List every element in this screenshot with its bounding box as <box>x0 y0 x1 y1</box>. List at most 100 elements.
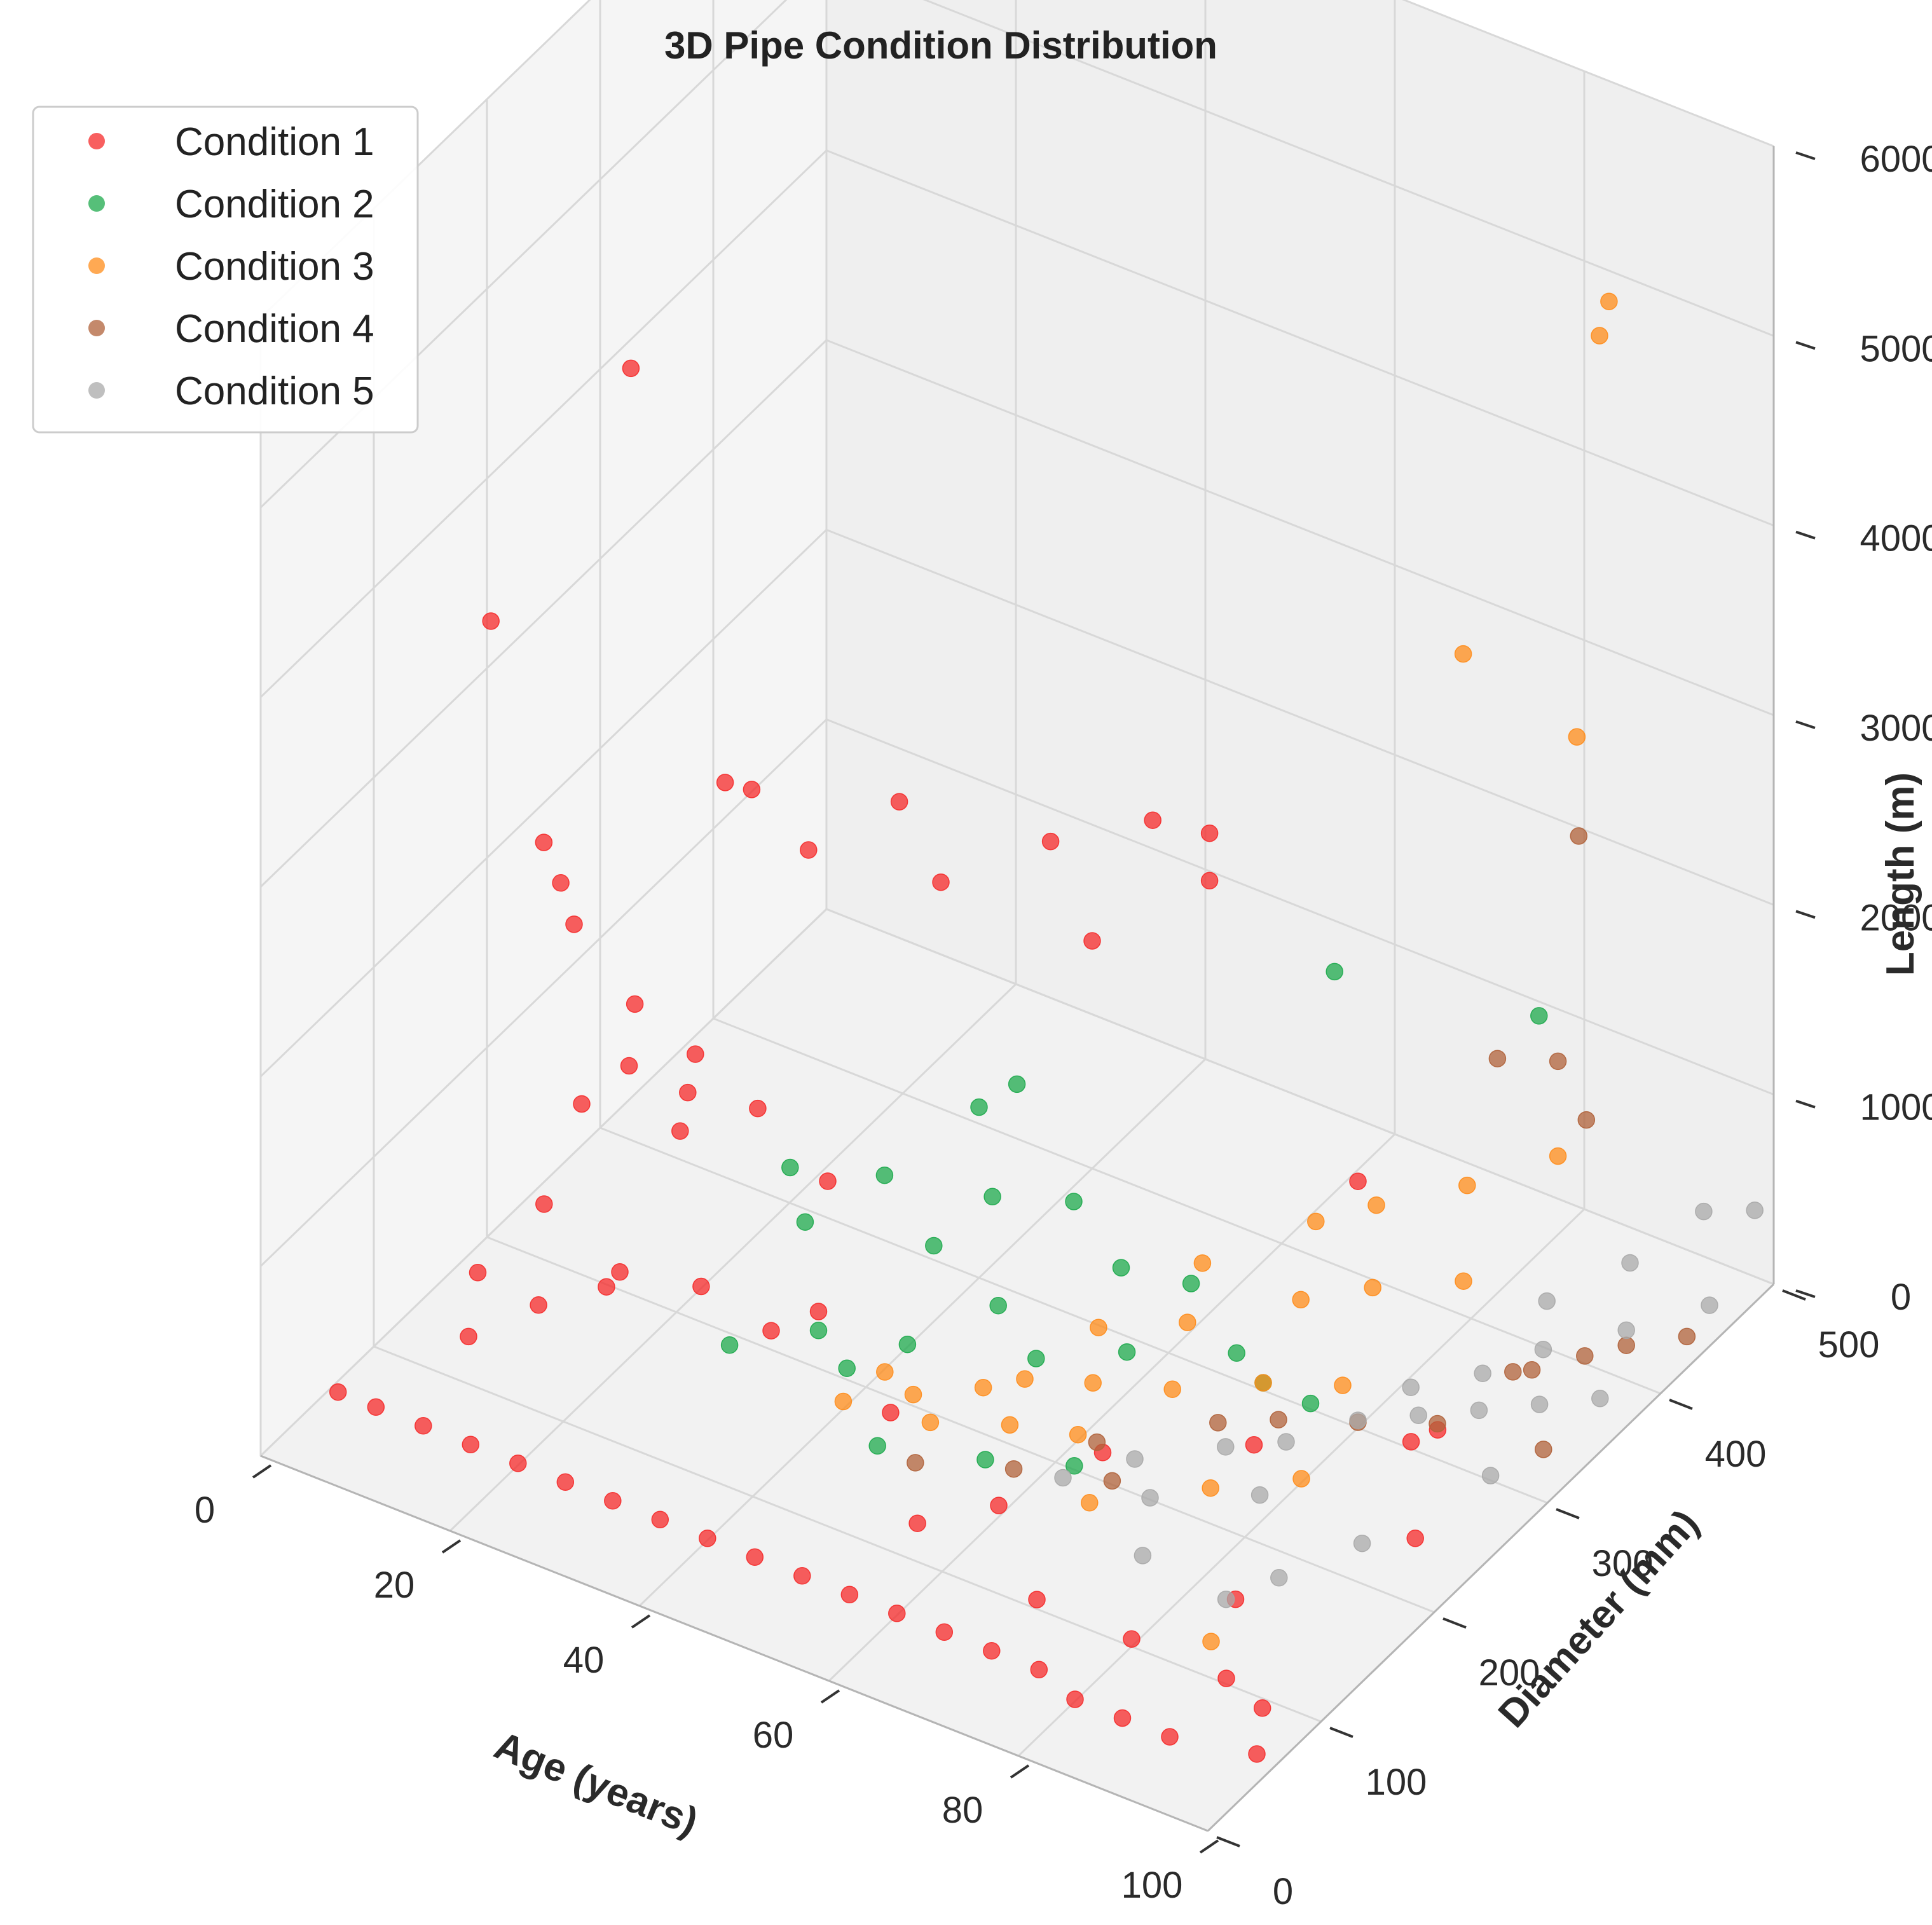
data-point <box>1054 1469 1072 1487</box>
x-tick-mark <box>441 1539 462 1554</box>
data-point <box>974 1378 992 1397</box>
data-point <box>838 1359 856 1378</box>
x-tick-mark <box>820 1689 840 1704</box>
data-point <box>1292 1470 1310 1488</box>
data-point <box>1179 1313 1196 1331</box>
data-point <box>1088 1433 1106 1451</box>
data-point <box>819 1172 837 1190</box>
y-tick-mark <box>1329 1727 1353 1738</box>
data-point <box>989 1296 1007 1315</box>
y-tick-label: 300 <box>1592 1543 1654 1584</box>
data-point <box>651 1511 669 1529</box>
data-point <box>1474 1364 1491 1383</box>
data-point <box>743 781 761 798</box>
data-point <box>1065 1457 1083 1475</box>
data-point <box>1001 1416 1019 1434</box>
data-point <box>1248 1745 1266 1763</box>
data-point <box>1270 1569 1288 1587</box>
data-point <box>1600 292 1618 310</box>
data-point <box>1488 1050 1507 1067</box>
x-gridline-floor <box>828 1133 1396 1682</box>
data-point <box>1617 1321 1635 1339</box>
data-point <box>1217 1669 1235 1687</box>
z-tick-label: 4000 <box>1860 518 1932 559</box>
z-tick-mark <box>1795 1289 1816 1298</box>
data-point <box>796 1213 814 1231</box>
z-tick-label: 5000 <box>1860 328 1932 369</box>
data-point <box>983 1642 1001 1660</box>
data-point <box>1364 1278 1381 1297</box>
data-point <box>1307 1212 1325 1231</box>
data-point <box>1200 824 1219 842</box>
x-tick-mark <box>1010 1764 1030 1779</box>
legend-label: Condition 1 <box>175 120 374 164</box>
x-gridline-floor <box>449 983 1017 1532</box>
data-point <box>1027 1350 1045 1367</box>
data-point <box>1349 1172 1367 1190</box>
z-gridline-right <box>826 339 1774 716</box>
data-point <box>800 841 818 859</box>
legend-marker <box>88 320 105 336</box>
data-point <box>876 1363 894 1381</box>
data-point <box>834 1392 853 1411</box>
data-point <box>1301 1394 1320 1413</box>
data-point <box>414 1417 432 1435</box>
data-point <box>875 1166 894 1184</box>
data-point <box>1182 1275 1200 1292</box>
z-tick-label: 3000 <box>1860 708 1932 749</box>
chart-title: 3D Pipe Condition Distribution <box>664 24 1217 67</box>
data-point <box>898 1335 917 1353</box>
y-gridline-floor <box>713 1017 1661 1395</box>
z-tick-label: 0 <box>1891 1277 1911 1318</box>
data-point <box>1402 1433 1420 1451</box>
data-point <box>556 1473 575 1491</box>
data-point <box>809 1303 828 1320</box>
data-point <box>1549 1052 1567 1071</box>
y-tick-label: 400 <box>1705 1434 1767 1475</box>
x-axis-label: Age (years) <box>488 1723 704 1844</box>
data-point <box>907 1454 924 1472</box>
data-point <box>749 1099 767 1118</box>
axis-lines <box>260 146 1775 1832</box>
legend-label: Condition 3 <box>175 245 374 289</box>
legend-marker <box>88 257 105 274</box>
legend-box <box>32 106 419 434</box>
data-point <box>1200 872 1219 890</box>
data-point <box>1193 1254 1212 1272</box>
z-gridline-left <box>259 339 828 888</box>
data-point <box>1118 1343 1136 1361</box>
data-point <box>762 1322 780 1339</box>
z-gridline-right <box>826 718 1774 1096</box>
data-point <box>970 1098 988 1116</box>
x-tick-label: 100 <box>1121 1865 1183 1906</box>
data-point <box>509 1455 527 1472</box>
data-point <box>1470 1401 1488 1420</box>
x-tick-label: 20 <box>374 1565 415 1606</box>
data-point <box>1568 728 1586 746</box>
data-point <box>1428 1415 1446 1433</box>
data-point <box>1209 1414 1227 1432</box>
data-point <box>1016 1370 1034 1388</box>
z-gridline-right <box>1402 0 1774 147</box>
z-tick-mark <box>1795 910 1816 919</box>
data-point <box>1292 1291 1310 1309</box>
data-point <box>1163 1380 1181 1399</box>
series-condition-1 <box>329 359 1447 1763</box>
data-point <box>1534 1340 1552 1359</box>
data-point <box>1455 1272 1472 1290</box>
y-axis-line <box>1207 1283 1775 1832</box>
y-tick-mark <box>1216 1836 1240 1847</box>
data-point <box>1530 1007 1548 1025</box>
data-point <box>1458 1176 1476 1195</box>
z-axis-label: Length (m) <box>1879 772 1922 976</box>
x-tick-label: 40 <box>563 1640 605 1681</box>
data-point <box>1353 1534 1371 1552</box>
data-point <box>1367 1196 1385 1214</box>
data-point <box>890 793 908 811</box>
data-point <box>746 1548 764 1566</box>
y-tick-mark <box>1669 1399 1693 1410</box>
data-point <box>482 612 500 630</box>
x-tick-label: 0 <box>195 1490 215 1531</box>
